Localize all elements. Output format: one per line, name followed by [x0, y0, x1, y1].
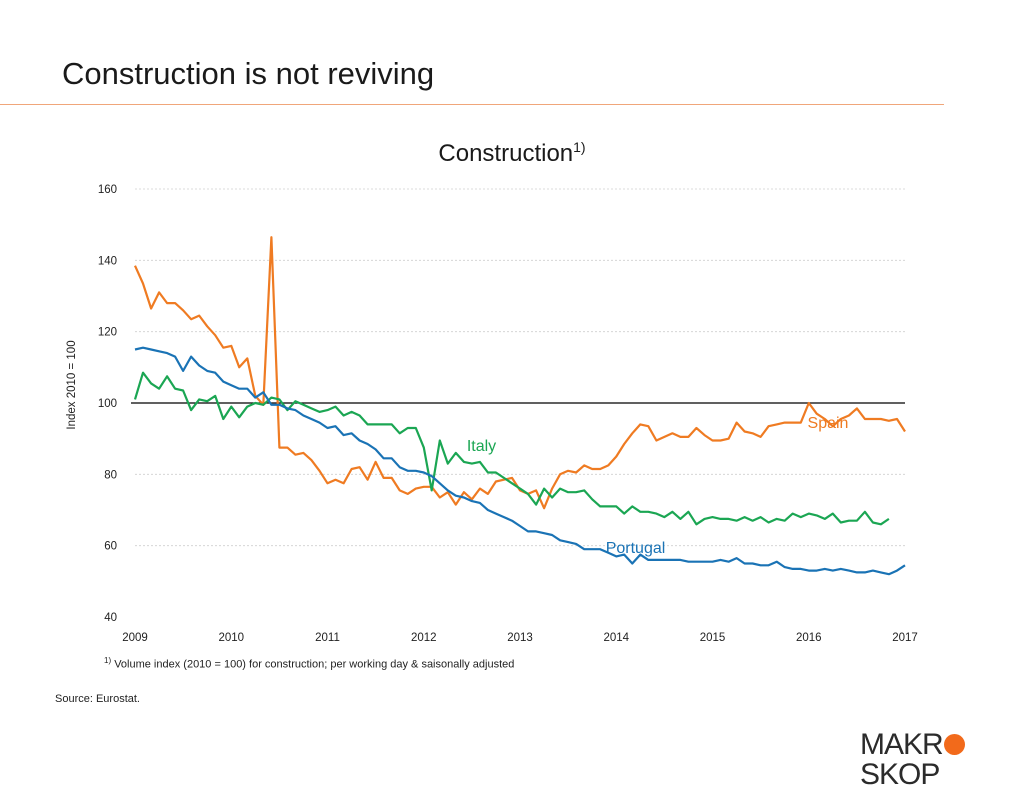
x-tick-2015: 2015 [700, 632, 726, 644]
series-line-spain [133, 236, 906, 510]
logo-right-text: SKOP [860, 758, 940, 791]
series-labels: Spain Italy Portugal [467, 415, 849, 557]
x-tick-2017: 2017 [892, 632, 918, 644]
x-tick-2011: 2011 [315, 632, 340, 644]
footnote-marker: 1) [104, 656, 112, 665]
series-line-portugal [134, 346, 906, 576]
y-axis-label: Index 2010 = 100 [66, 340, 78, 429]
footnote: 1) Volume index (2010 = 100) for constru… [104, 656, 514, 671]
grid [131, 188, 905, 547]
series-lines [133, 236, 906, 576]
x-tick-2012: 2012 [411, 632, 437, 644]
y-tick-120: 120 [98, 327, 117, 339]
y-tick-60: 60 [104, 541, 117, 553]
series-label-italy: Italy [467, 438, 496, 455]
logo-o-circle [943, 734, 965, 755]
x-tick-2010: 2010 [218, 632, 244, 644]
axis-ticks: 40 60 80 100 120 140 160 2009 2010 2011 2012 2013 20… [98, 184, 918, 644]
slide-title: Construction is not reviving [62, 56, 435, 91]
y-tick-100: 100 [98, 398, 117, 410]
series-label-spain: Spain [808, 415, 849, 432]
logo-left-text: MAKR [860, 728, 944, 761]
series-line-italy [133, 371, 890, 526]
y-tick-80: 80 [104, 469, 117, 481]
footnote-text: Volume index (2010 = 100) for constructi… [114, 658, 515, 671]
makroskop-logo: MAKRSKOP [860, 730, 1024, 790]
x-tick-2009: 2009 [122, 632, 148, 644]
chart-title: Construction1) [438, 139, 585, 167]
x-tick-2014: 2014 [603, 632, 629, 644]
y-tick-140: 140 [98, 255, 117, 267]
x-tick-2013: 2013 [507, 632, 533, 644]
title-divider [0, 104, 944, 105]
source-note: Source: Eurostat. [55, 693, 140, 705]
series-label-portugal: Portugal [606, 540, 666, 557]
y-tick-40: 40 [104, 612, 117, 624]
line-chart: Construction1) Index 2010 = 100 40 60 80 10… [66, 139, 918, 644]
y-tick-160: 160 [98, 184, 117, 196]
x-tick-2016: 2016 [796, 632, 822, 644]
